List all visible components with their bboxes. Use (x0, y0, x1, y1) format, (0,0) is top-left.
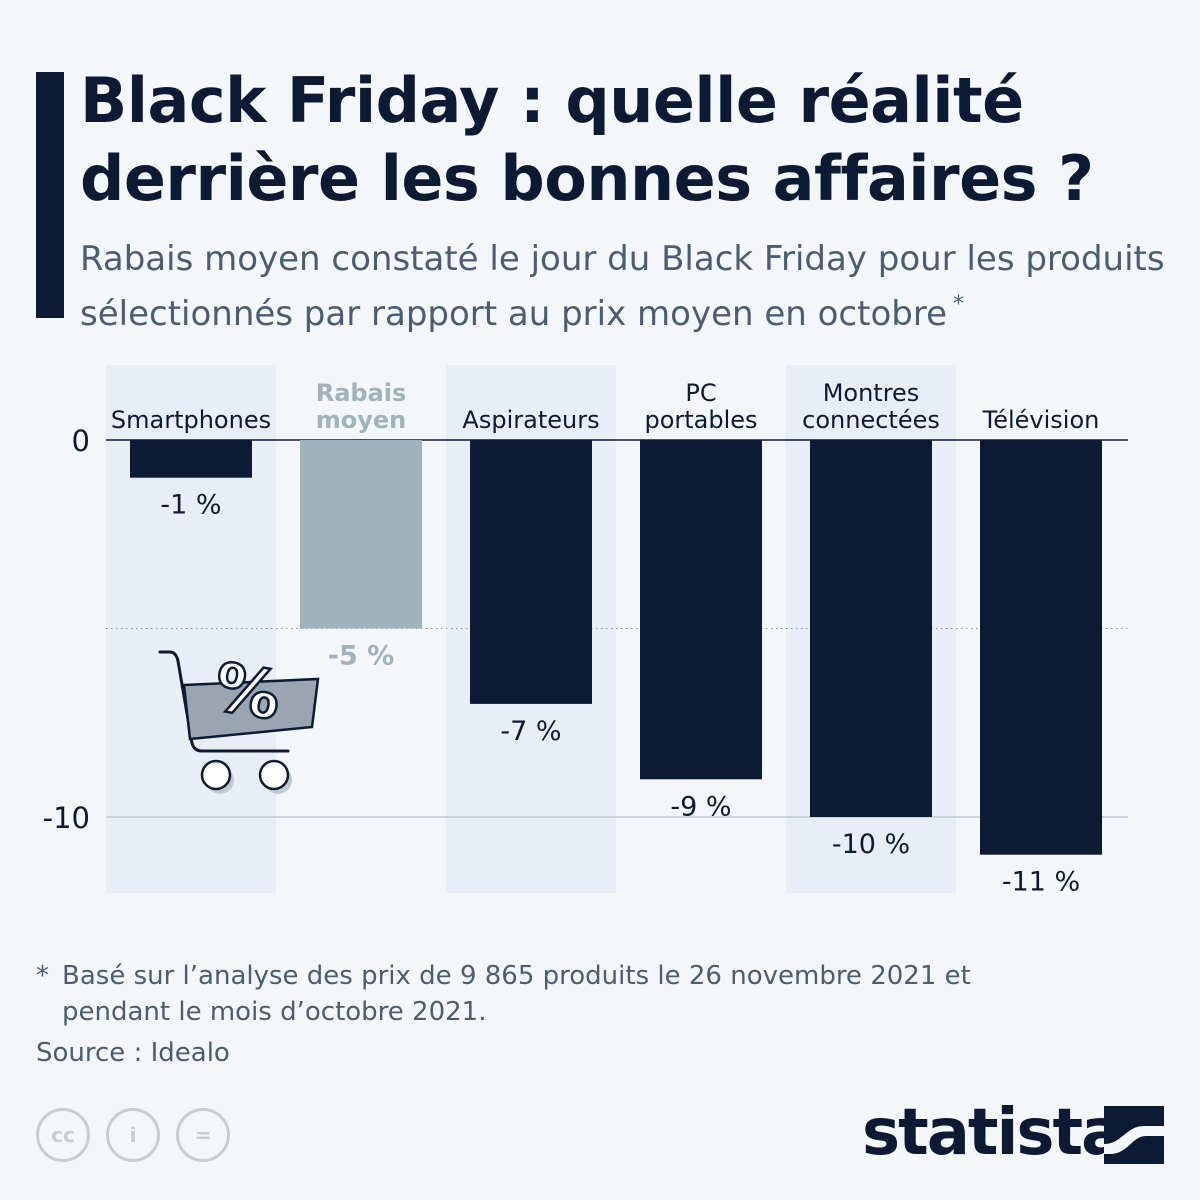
footnote-text: Basé sur l’analyse des prix de 9 865 pro… (62, 961, 971, 1027)
y-tick-label: 0 (72, 424, 90, 458)
bars (130, 440, 1102, 855)
data-label: -1 % (160, 490, 221, 521)
category-label: Smartphones (111, 406, 271, 434)
bar (300, 440, 422, 629)
no-derivatives-icon[interactable]: = (176, 1108, 230, 1162)
data-labels: -1 % -5 % -7 % -9 % -10 % -11 % (160, 490, 1080, 898)
subtitle-text: Rabais moyen constaté le jour du Black F… (80, 239, 1165, 334)
category-label: Montres (823, 379, 920, 407)
bar (640, 440, 762, 780)
y-tick-label: -10 (43, 801, 90, 835)
statista-logo-mark-icon (1104, 1106, 1164, 1164)
y-tick-labels: 0 -10 (43, 424, 90, 835)
data-label: -5 % (328, 641, 394, 672)
attribution-icon[interactable]: i (106, 1108, 160, 1162)
category-label: Rabais (316, 379, 407, 407)
category-label: PC (685, 379, 716, 407)
subtitle-footnote-marker: * (952, 292, 964, 317)
data-label: -7 % (500, 716, 561, 747)
category-label: portables (644, 406, 757, 434)
page-subtitle: Rabais moyen constaté le jour du Black F… (80, 236, 1180, 337)
footnote: * Basé sur l’analyse des prix de 9 865 p… (36, 958, 1036, 1030)
category-label: connectées (802, 406, 940, 434)
category-label: moyen (316, 406, 407, 434)
bar (130, 440, 252, 478)
title-accent-bar (36, 72, 64, 318)
statista-logo[interactable]: statista (862, 1096, 1124, 1170)
license-icons: cc i = (36, 1108, 230, 1162)
page-title: Black Friday : quelle réalité derrière l… (80, 64, 1094, 215)
data-label: -9 % (670, 791, 731, 822)
shopping-cart-percent-icon: % (158, 647, 320, 794)
gridlines (106, 439, 1128, 818)
data-label: -10 % (832, 829, 910, 860)
source-text: Source : Idealo (36, 1038, 230, 1068)
category-label: Aspirateurs (462, 406, 599, 434)
cc-icon[interactable]: cc (36, 1108, 90, 1162)
svg-text:%: % (208, 648, 287, 735)
data-label: -11 % (1002, 867, 1080, 898)
bar (810, 440, 932, 817)
footnote-marker: * (36, 961, 49, 991)
category-label: Télévision (982, 406, 1100, 434)
bar (980, 440, 1102, 855)
bar (470, 440, 592, 704)
